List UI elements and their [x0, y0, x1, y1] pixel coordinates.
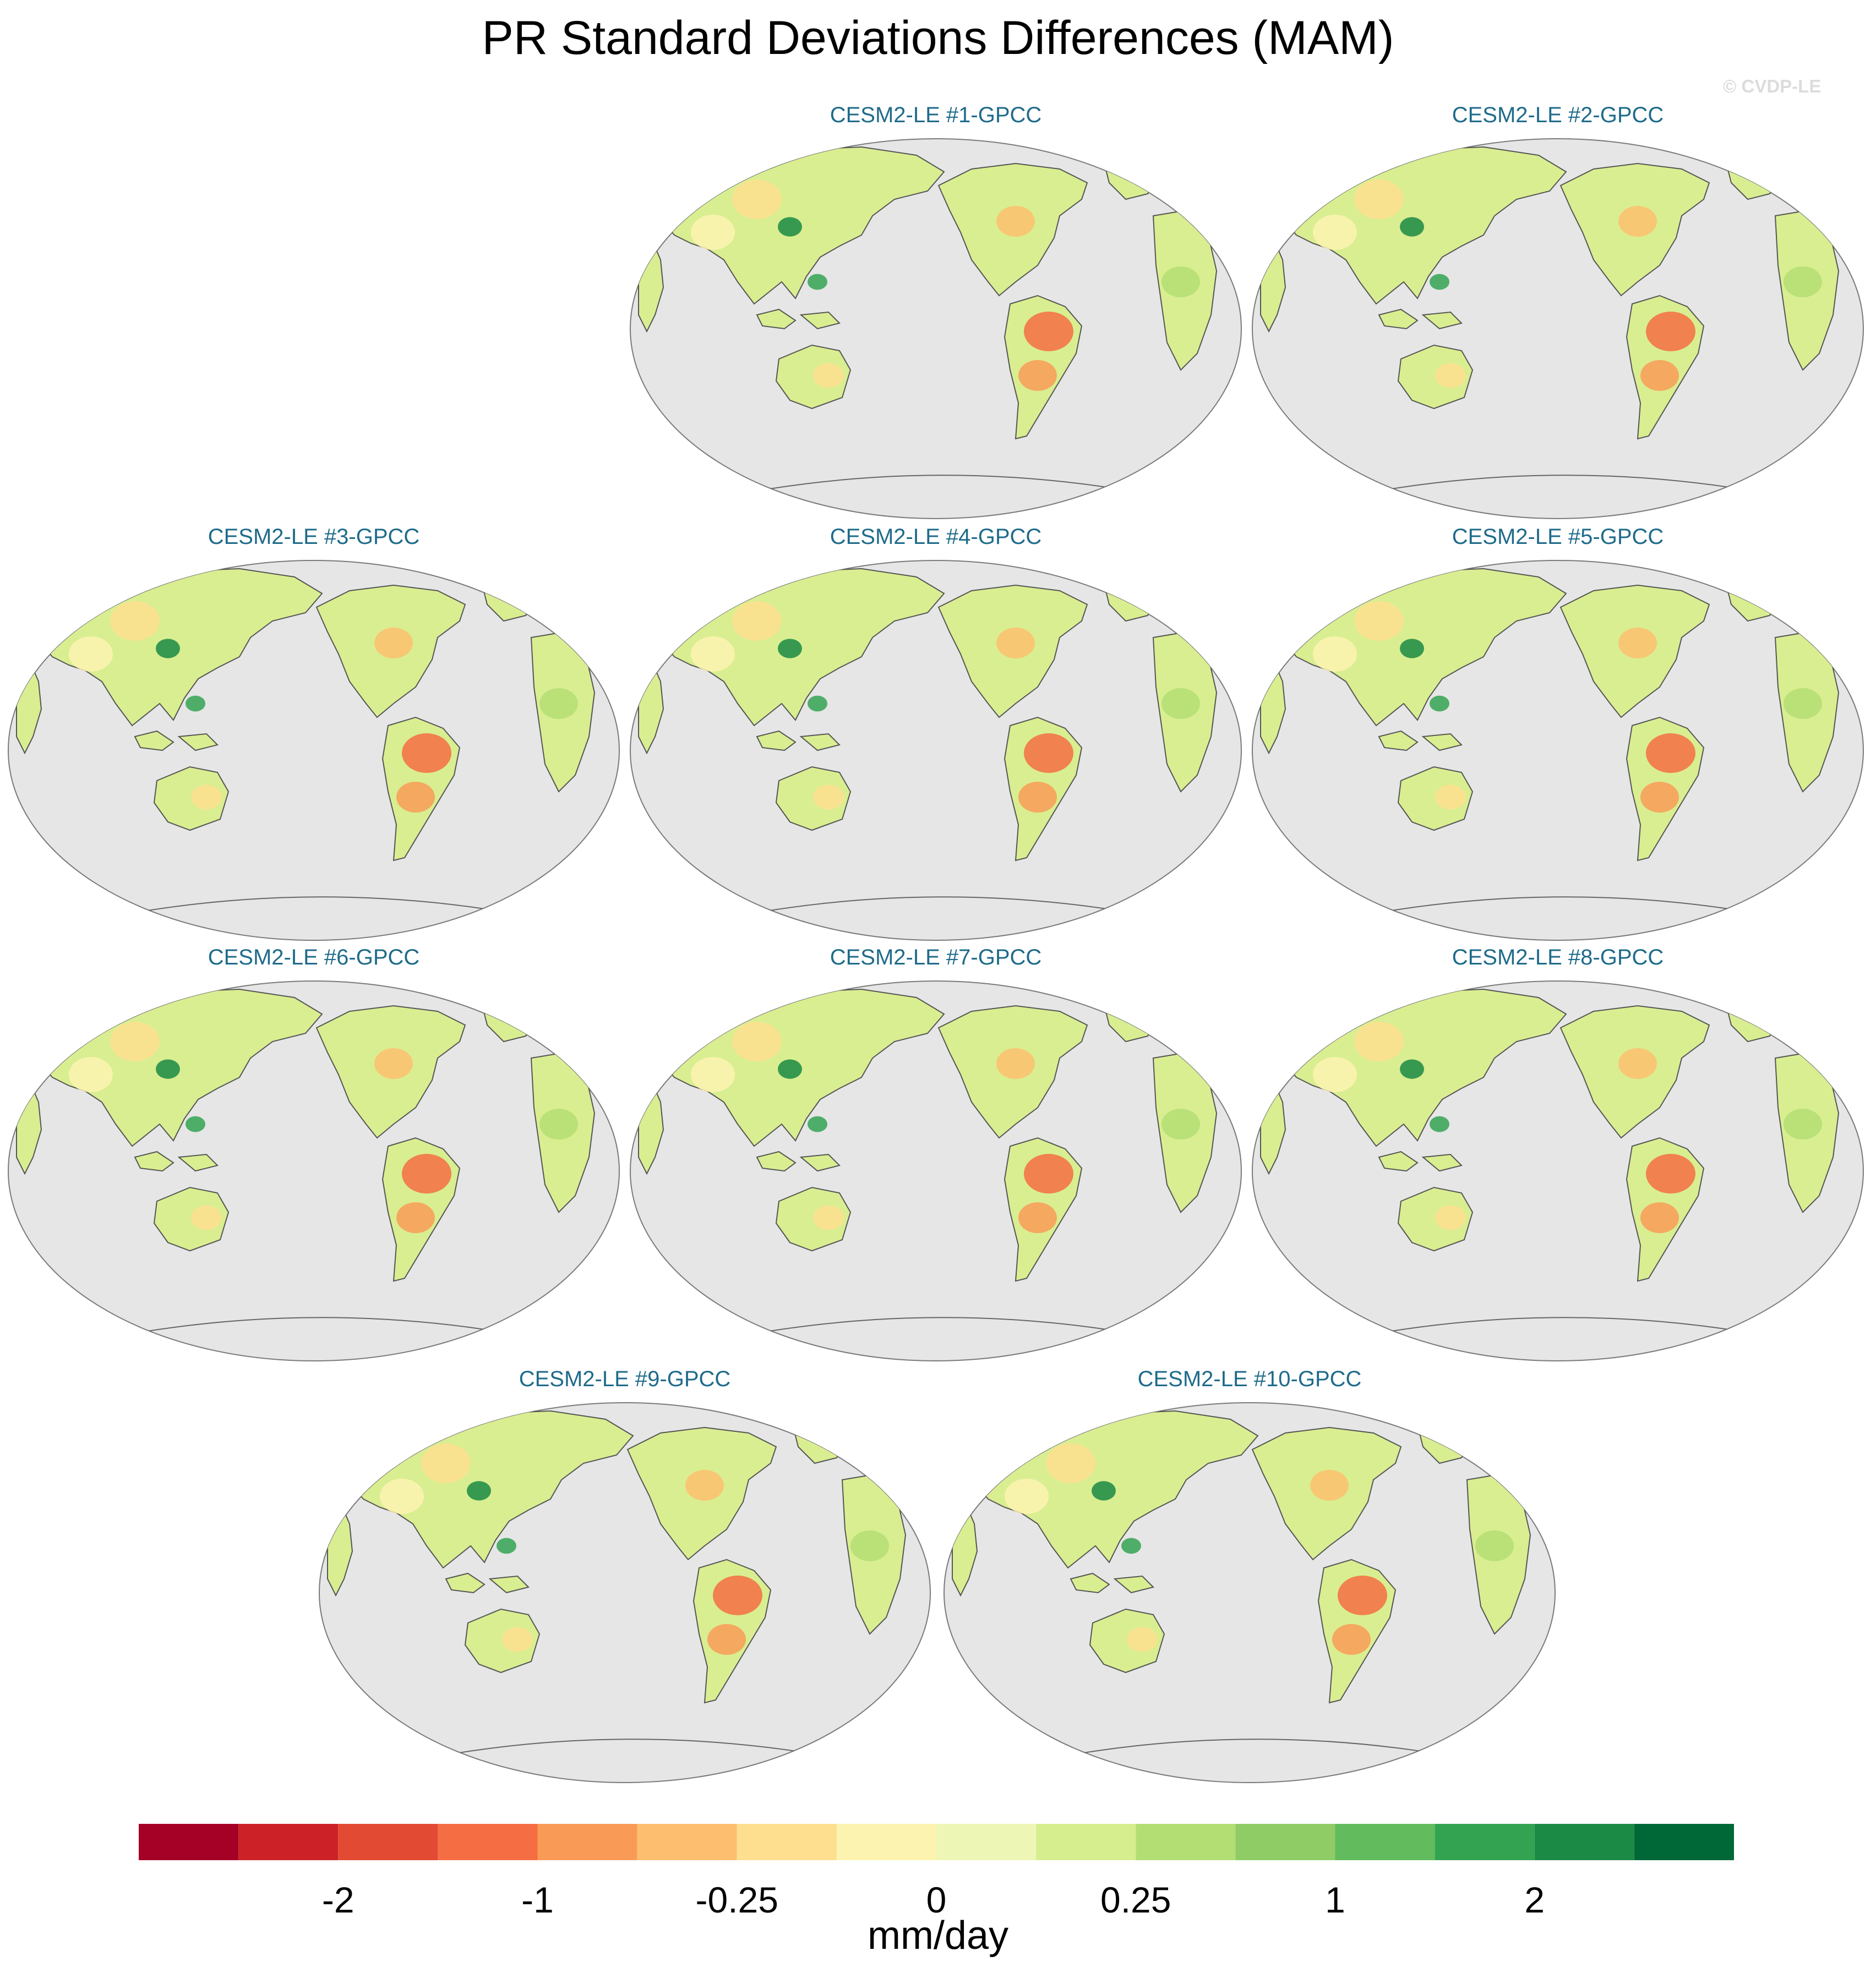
colorbar-swatch — [438, 1824, 538, 1860]
map-land — [16, 568, 595, 916]
colorbar-swatch — [139, 1824, 239, 1860]
map-land — [638, 989, 1217, 1337]
map-land — [1260, 146, 1839, 494]
map-panel: CESM2-LE #10-GPCC — [944, 1367, 1556, 1783]
map-land — [1260, 568, 1839, 916]
colorbar-swatch — [836, 1824, 936, 1860]
colorbar-tick-label: 1 — [1325, 1879, 1345, 1920]
map-panel: CESM2-LE #7-GPCC — [630, 945, 1242, 1361]
colorbar-swatch — [1335, 1824, 1435, 1860]
map-panel: CESM2-LE #8-GPCC — [1252, 945, 1864, 1361]
colorbar-swatch — [1036, 1824, 1136, 1860]
panel-title: CESM2-LE #9-GPCC — [519, 1367, 731, 1391]
colorbar-swatch — [1136, 1824, 1236, 1860]
colorbar-tick-label: 2 — [1524, 1879, 1545, 1920]
map-land — [638, 146, 1217, 494]
panel-title: CESM2-LE #4-GPCC — [830, 525, 1042, 549]
colorbar-swatch — [1435, 1824, 1535, 1860]
map-land — [327, 1410, 906, 1758]
map-panel: CESM2-LE #4-GPCC — [630, 525, 1242, 941]
colorbar-tick-label: 0 — [926, 1879, 947, 1920]
colorbar-swatch — [1235, 1824, 1335, 1860]
colorbar-swatch — [637, 1824, 737, 1860]
map-panel: CESM2-LE #6-GPCC — [8, 945, 620, 1361]
panel-title: CESM2-LE #1-GPCC — [830, 103, 1042, 127]
colorbar-unit-label: mm/day — [868, 1914, 1008, 1958]
map-panel: CESM2-LE #1-GPCC — [630, 103, 1242, 519]
map-panel: CESM2-LE #5-GPCC — [1252, 525, 1864, 941]
colorbar: -2 -1 -0.25 0 0.25 1 2 — [139, 1824, 1734, 1920]
colorbar-swatch — [238, 1824, 339, 1860]
panel-title: CESM2-LE #7-GPCC — [830, 945, 1042, 969]
colorbar-tick-label: 0.25 — [1100, 1879, 1171, 1920]
colorbar-swatch — [1634, 1824, 1734, 1860]
figure-title: PR Standard Deviations Differences (MAM) — [482, 12, 1394, 64]
colorbar-swatch — [737, 1824, 837, 1860]
map-panel: CESM2-LE #9-GPCC — [319, 1367, 931, 1783]
colorbar-tick-label: -0.25 — [696, 1879, 778, 1920]
panel-title: CESM2-LE #8-GPCC — [1452, 945, 1664, 969]
map-land — [16, 989, 595, 1337]
panel-title: CESM2-LE #6-GPCC — [208, 945, 420, 969]
panel-title: CESM2-LE #3-GPCC — [208, 525, 420, 549]
panel-title: CESM2-LE #2-GPCC — [1452, 103, 1664, 127]
panel-title: CESM2-LE #10-GPCC — [1138, 1367, 1362, 1391]
watermark: © CVDP-LE — [1723, 76, 1822, 96]
map-panel: CESM2-LE #2-GPCC — [1252, 103, 1864, 519]
colorbar-swatch — [936, 1824, 1037, 1860]
colorbar-swatch — [338, 1824, 438, 1860]
colorbar-swatch — [537, 1824, 637, 1860]
panel-title: CESM2-LE #5-GPCC — [1452, 525, 1664, 549]
colorbar-tick-label: -2 — [322, 1879, 355, 1920]
colorbar-swatch — [1534, 1824, 1634, 1860]
map-panel: CESM2-LE #3-GPCC — [8, 525, 620, 941]
map-land — [1260, 989, 1839, 1337]
map-land — [638, 568, 1217, 916]
colorbar-tick-label: -1 — [521, 1879, 554, 1920]
map-land — [952, 1410, 1531, 1758]
